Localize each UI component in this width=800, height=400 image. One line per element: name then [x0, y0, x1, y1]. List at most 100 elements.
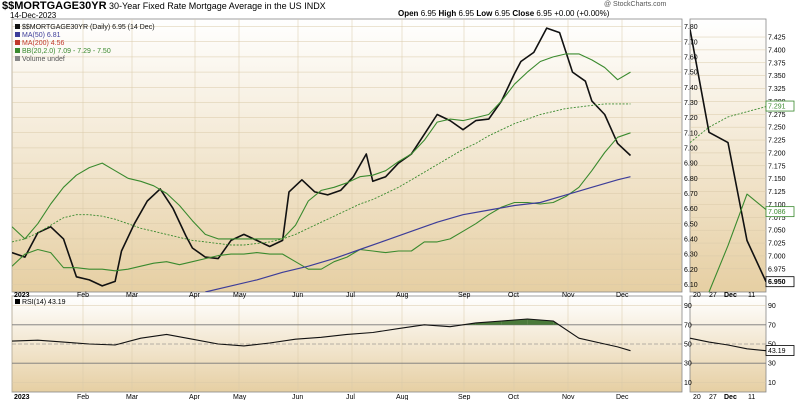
rsi-zoom-y-tick-label: 10	[768, 380, 776, 387]
main-y-tick-label: 7.30	[684, 100, 698, 107]
zoom-bb-upper-tag-box	[765, 100, 795, 112]
main-y-tick-label: 6.70	[684, 191, 698, 198]
rsi-legend-swatch	[15, 299, 20, 304]
zoom-y-tick-label: 7.325	[768, 86, 786, 93]
zoom-series-price	[690, 29, 766, 283]
main-y-tick-label: 6.50	[684, 221, 698, 228]
description: 30-Year Fixed Rate Mortgage Average in t…	[109, 1, 302, 11]
main-x-tick-label: Sep	[458, 292, 471, 299]
rsi-series-line	[11, 318, 631, 352]
main-y-tick-label: 7.00	[684, 145, 698, 152]
close-label: Close	[512, 9, 535, 18]
main-x-tick-label: Jul	[346, 292, 355, 299]
main-y-tick-label: 7.80	[684, 24, 698, 31]
zoom-series-bb_middle	[690, 106, 766, 143]
legend-label-price: $$MORTGAGE30YR (Daily) 6.95 (14 Dec)	[22, 24, 155, 31]
zoom-y-tick-label: 7.225	[768, 138, 786, 145]
rsi-x-tick-label: Nov	[562, 394, 575, 400]
main-y-tick-label: 6.30	[684, 252, 698, 259]
main-y-tick-label: 7.70	[684, 39, 698, 46]
rsi-x-tick-label: Mar	[126, 394, 139, 400]
main-y-tick-label: 6.90	[684, 161, 698, 168]
zoom-y-tick-label: 7.025	[768, 241, 786, 248]
main-x-tick-label: Dec	[616, 292, 629, 299]
main-y-tick-label: 7.40	[684, 85, 698, 92]
rsi-zoom-series-line	[689, 337, 767, 352]
symbol: $$MORTGAGE30YR	[2, 0, 107, 12]
chart-date: 14-Dec-2023	[10, 11, 57, 20]
rsi-x-tick-label: Jun	[292, 394, 303, 400]
main-x-tick-label: 2023	[14, 292, 30, 299]
legend-swatch-price	[15, 24, 20, 29]
zoom-x-tick-label: Dec	[724, 292, 737, 299]
main-y-tick-label: 7.50	[684, 70, 698, 77]
rsi-x-tick-label: Feb	[77, 394, 89, 400]
low-value: 6.95	[494, 9, 511, 18]
rsi-x-tick-label: Apr	[189, 394, 201, 400]
zoom-x-tick-label: 11	[748, 292, 755, 299]
zoom-y-tick-label: 7.250	[768, 125, 786, 132]
main-x-tick-label: May	[233, 292, 247, 299]
legend-swatch-ma200	[15, 40, 20, 45]
main-y-tick-label: 7.60	[684, 54, 698, 61]
zoom-y-tick-label: 7.100	[768, 202, 786, 209]
legend-label-bb: BB(20,2.0) 7.09 - 7.29 - 7.50	[22, 48, 111, 55]
main-y-tick-label: 6.60	[684, 206, 698, 213]
rsi-y-tick-label: 30	[684, 361, 692, 368]
main-y-tick-label: 6.20	[684, 267, 698, 274]
low-label: Low	[476, 9, 493, 18]
legend-swatch-volume	[15, 56, 20, 61]
rsi-x-tick-label: Sep	[458, 394, 471, 400]
zoom-y-tick-label: 7.000	[768, 253, 786, 260]
zoom-y-tick-label: 7.125	[768, 189, 786, 196]
rsi-y-tick-label: 10	[684, 380, 692, 387]
zoom-bb-lower-tag-box	[765, 206, 795, 218]
zoom-x-tick-label: 27	[709, 292, 717, 299]
open-label: Open	[398, 9, 419, 18]
zoom-bb-upper-tag: 7.291	[768, 104, 786, 111]
open-value: 6.95	[420, 9, 437, 18]
rsi-zoom-y-tick-label: 30	[768, 361, 776, 368]
main-x-tick-label: Feb	[77, 292, 89, 299]
legend-swatch-bb	[15, 48, 20, 53]
zoom-panel-bg	[689, 18, 767, 293]
rsi-panel-bg	[11, 295, 683, 393]
close-value: 6.95	[536, 9, 552, 18]
zoom-y-tick-label: 6.975	[768, 266, 786, 273]
zoom-y-tick-label: 7.175	[768, 163, 786, 170]
rsi-legend-label: RSI(14) 43.19	[22, 299, 66, 306]
rsi-y-tick-label: 50	[684, 342, 692, 349]
rsi-zoom-x-tick-label: Dec	[724, 394, 737, 400]
legend-label-volume: Volume undef	[22, 56, 65, 63]
main-series-bb_lower	[12, 132, 631, 272]
zoom-series-bb_lower	[708, 193, 766, 292]
zoom-bb-lower-tag: 7.086	[768, 209, 786, 216]
main-y-tick-label: 7.20	[684, 115, 698, 122]
rsi-x-tick-label: Jul	[346, 394, 355, 400]
rsi-y-tick-label: 70	[684, 322, 692, 329]
rsi-x-tick-label: May	[233, 394, 247, 400]
rsi-value-tag: 43.19	[768, 348, 786, 355]
main-series-bb_middle	[12, 103, 631, 246]
zoom-y-tick-label: 7.075	[768, 215, 786, 222]
ohlc-readout: Open 6.95 High 6.95 Low 6.95 Close 6.95 …	[398, 9, 609, 18]
legend-swatch-ma50	[15, 32, 20, 37]
rsi-zoom-y-tick-label: 90	[768, 303, 776, 310]
high-label: High	[438, 9, 457, 18]
main-y-tick-label: 6.80	[684, 176, 698, 183]
zoom-price-tag: 6.950	[768, 279, 786, 286]
rsi-value-tag-box	[765, 345, 795, 356]
main-x-tick-label: Oct	[508, 292, 519, 299]
rsi-zoom-x-tick-label: 20	[693, 394, 701, 400]
zoom-y-tick-label: 7.050	[768, 228, 786, 235]
main-y-tick-label: 6.40	[684, 236, 698, 243]
rsi-x-tick-label: Oct	[508, 394, 519, 400]
rsi-zoom-y-tick-label: 70	[768, 322, 776, 329]
zoom-y-tick-label: 7.375	[768, 60, 786, 67]
zoom-y-tick-label: 7.400	[768, 47, 786, 54]
main-x-tick-label: Nov	[562, 292, 575, 299]
rsi-y-tick-label: 90	[684, 303, 692, 310]
zoom-price-tag-box	[765, 276, 795, 288]
main-y-tick-label: 6.10	[684, 282, 698, 289]
